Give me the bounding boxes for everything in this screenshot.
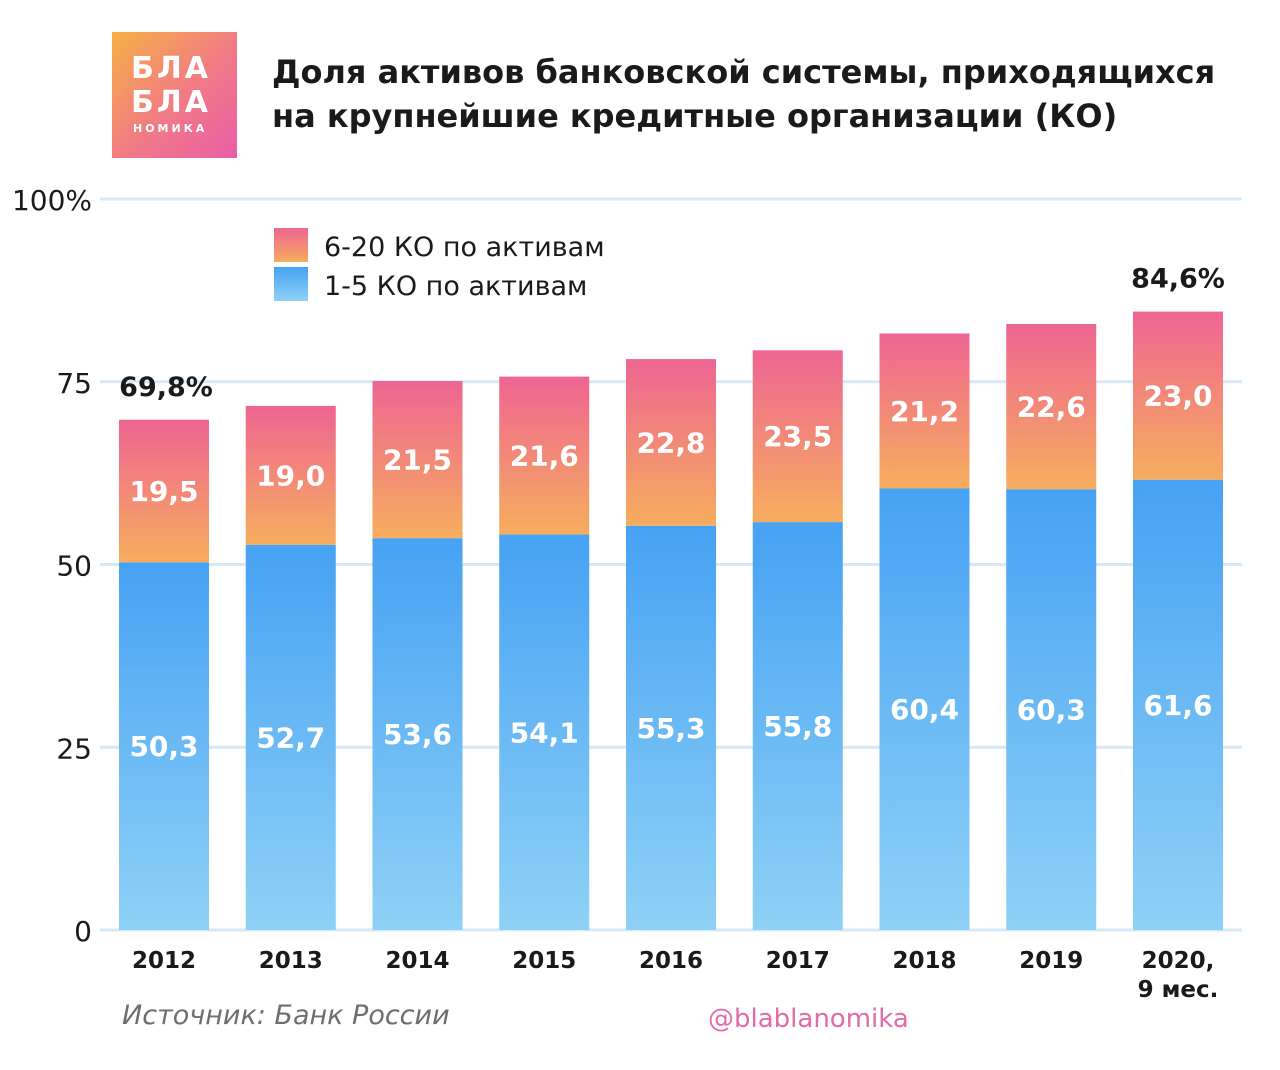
data-label-6-20-7: 22,6 <box>1017 391 1086 424</box>
total-annotation-1: 84,6% <box>1131 264 1225 295</box>
y-tick-label-0: 0 <box>74 915 92 948</box>
total-annotation-0: 69,8% <box>119 372 213 403</box>
data-label-6-20-8: 23,0 <box>1143 380 1212 413</box>
bar-1-5-КО-по-активам-5 <box>752 522 843 930</box>
logo-text-line-3: НОМИКА <box>133 122 208 135</box>
data-label-1-5-5: 55,8 <box>763 710 832 743</box>
y-tick-label-100: 100% <box>12 184 92 217</box>
x-tick-label-8: 2020, 9 мес. <box>1138 948 1219 1003</box>
brand-logo: БЛА БЛА НОМИКА <box>112 32 237 158</box>
y-tick-label-25: 25 <box>56 732 92 765</box>
data-label-6-20-3: 21,6 <box>510 440 579 473</box>
x-tick-label-4: 2016 <box>639 948 703 974</box>
bar-6-20-КО-по-активам-6 <box>879 333 970 489</box>
x-tick-label-3: 2015 <box>512 948 576 974</box>
data-label-6-20-1: 19,0 <box>256 459 325 492</box>
data-label-6-20-5: 23,5 <box>763 420 832 453</box>
data-label-6-20-2: 21,5 <box>383 444 452 477</box>
bars <box>119 311 1223 930</box>
bar-1-5-КО-по-активам-8 <box>1133 479 1223 930</box>
legend-swatch-6-20 <box>274 228 308 262</box>
y-tick-label-50: 50 <box>56 550 92 583</box>
data-label-1-5-3: 54,1 <box>510 716 579 749</box>
chart-title-line-1: Доля активов банковской системы, приходя… <box>272 53 1216 91</box>
bar-6-20-КО-по-активам-1 <box>245 405 336 545</box>
data-label-1-5-0: 50,3 <box>129 730 198 763</box>
x-tick-label-6: 2018 <box>892 948 956 974</box>
bar-6-20-КО-по-активам-8 <box>1133 311 1223 480</box>
bar-6-20-КО-по-активам-0 <box>119 419 209 563</box>
x-tick-label-1: 2013 <box>259 948 323 974</box>
source-note: Источник: Банк России <box>122 1000 450 1031</box>
data-label-1-5-7: 60,3 <box>1017 694 1086 727</box>
x-tick-label-0: 2012 <box>132 948 196 974</box>
x-tick-label-7: 2019 <box>1019 948 1083 974</box>
data-label-1-5-8: 61,6 <box>1143 689 1212 722</box>
data-label-6-20-6: 21,2 <box>890 395 959 428</box>
chart-title-line-2: на крупнейшие кредитные организации (КО) <box>272 97 1118 135</box>
bar-6-20-КО-по-активам-4 <box>626 359 716 526</box>
bar-1-5-КО-по-активам-6 <box>879 488 970 930</box>
bar-6-20-КО-по-активам-3 <box>499 376 590 535</box>
bar-1-5-КО-по-активам-0 <box>119 562 209 930</box>
bar-1-5-КО-по-активам-2 <box>372 538 463 930</box>
bar-6-20-КО-по-активам-2 <box>372 381 463 539</box>
legend: 6-20 КО по активам 1-5 КО по активам <box>274 228 605 302</box>
x-tick-label-2: 2014 <box>385 948 449 974</box>
bar-6-20-КО-по-активам-7 <box>1006 324 1097 490</box>
data-label-1-5-6: 60,4 <box>890 693 959 726</box>
data-label-6-20-0: 19,5 <box>129 475 198 508</box>
bar-6-20-КО-по-активам-5 <box>752 350 843 523</box>
bar-1-5-КО-по-активам-4 <box>626 525 716 930</box>
x-tick-label-5: 2017 <box>766 948 830 974</box>
logo-text-line-2: БЛА <box>131 85 212 120</box>
data-label-6-20-4: 22,8 <box>636 426 705 459</box>
logo-text-line-1: БЛА <box>131 51 212 86</box>
legend-swatch-1-5 <box>274 267 308 301</box>
data-label-1-5-1: 52,7 <box>256 721 325 754</box>
labels: 0 25 50 75 100% 50,3 19,5 2012 52,7 19,0 2013 53,6 2… <box>12 184 1225 1003</box>
bar-1-5-КО-по-активам-3 <box>499 534 590 930</box>
bar-1-5-КО-по-активам-7 <box>1006 489 1097 930</box>
legend-label-1-5: 1-5 КО по активам <box>324 271 587 302</box>
data-label-1-5-4: 55,3 <box>636 712 705 745</box>
y-tick-label-75: 75 <box>56 367 92 400</box>
chart-title: Доля активов банковской системы, приходя… <box>272 50 1262 138</box>
data-label-1-5-2: 53,6 <box>383 718 452 751</box>
social-handle: @blablanomika <box>708 1004 909 1034</box>
legend-label-6-20: 6-20 КО по активам <box>324 232 605 263</box>
bar-1-5-КО-по-активам-1 <box>245 544 336 930</box>
